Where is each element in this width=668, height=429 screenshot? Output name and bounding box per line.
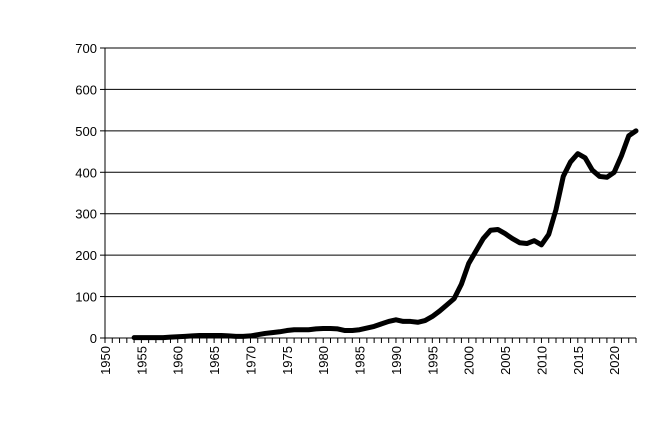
y-tick-label: 100 (75, 290, 97, 305)
x-tick-label: 2010 (534, 346, 549, 375)
x-tick-label: 1950 (98, 346, 113, 375)
x-tick-label: 1995 (425, 346, 440, 375)
x-axis-tick-labels: 1950 1955 1960 1965 1970 1975 1980 1985 1990 1995… (98, 346, 622, 375)
y-tick-label: 600 (75, 82, 97, 97)
x-tick-label: 1960 (171, 346, 186, 375)
y-tick-label: 200 (75, 248, 97, 263)
x-tick-label: 2015 (571, 346, 586, 375)
x-tick-label: 1975 (280, 346, 295, 375)
x-tick-label: 1990 (389, 346, 404, 375)
series-line-0 (131, 128, 639, 341)
y-tick-label: 500 (75, 124, 97, 139)
x-tick-label: 2005 (498, 346, 513, 375)
y-tick-label: 300 (75, 207, 97, 222)
x-tick-label: 1980 (316, 346, 331, 375)
x-tick-label: 1955 (134, 346, 149, 375)
y-axis-tick-labels: 0 100 200 300 400 500 600 700 (75, 41, 97, 346)
x-tick-label: 1965 (207, 346, 222, 375)
x-tick-label: 1985 (353, 346, 368, 375)
x-tick-label: 1970 (243, 346, 258, 375)
axes (100, 47, 637, 343)
x-tick-label: 2020 (607, 346, 622, 375)
y-tick-label: 0 (90, 331, 97, 346)
gridlines (105, 47, 636, 298)
y-tick-label: 400 (75, 165, 97, 180)
y-tick-label: 700 (75, 41, 97, 56)
series-layer (131, 128, 639, 341)
x-tick-label: 2000 (462, 346, 477, 375)
